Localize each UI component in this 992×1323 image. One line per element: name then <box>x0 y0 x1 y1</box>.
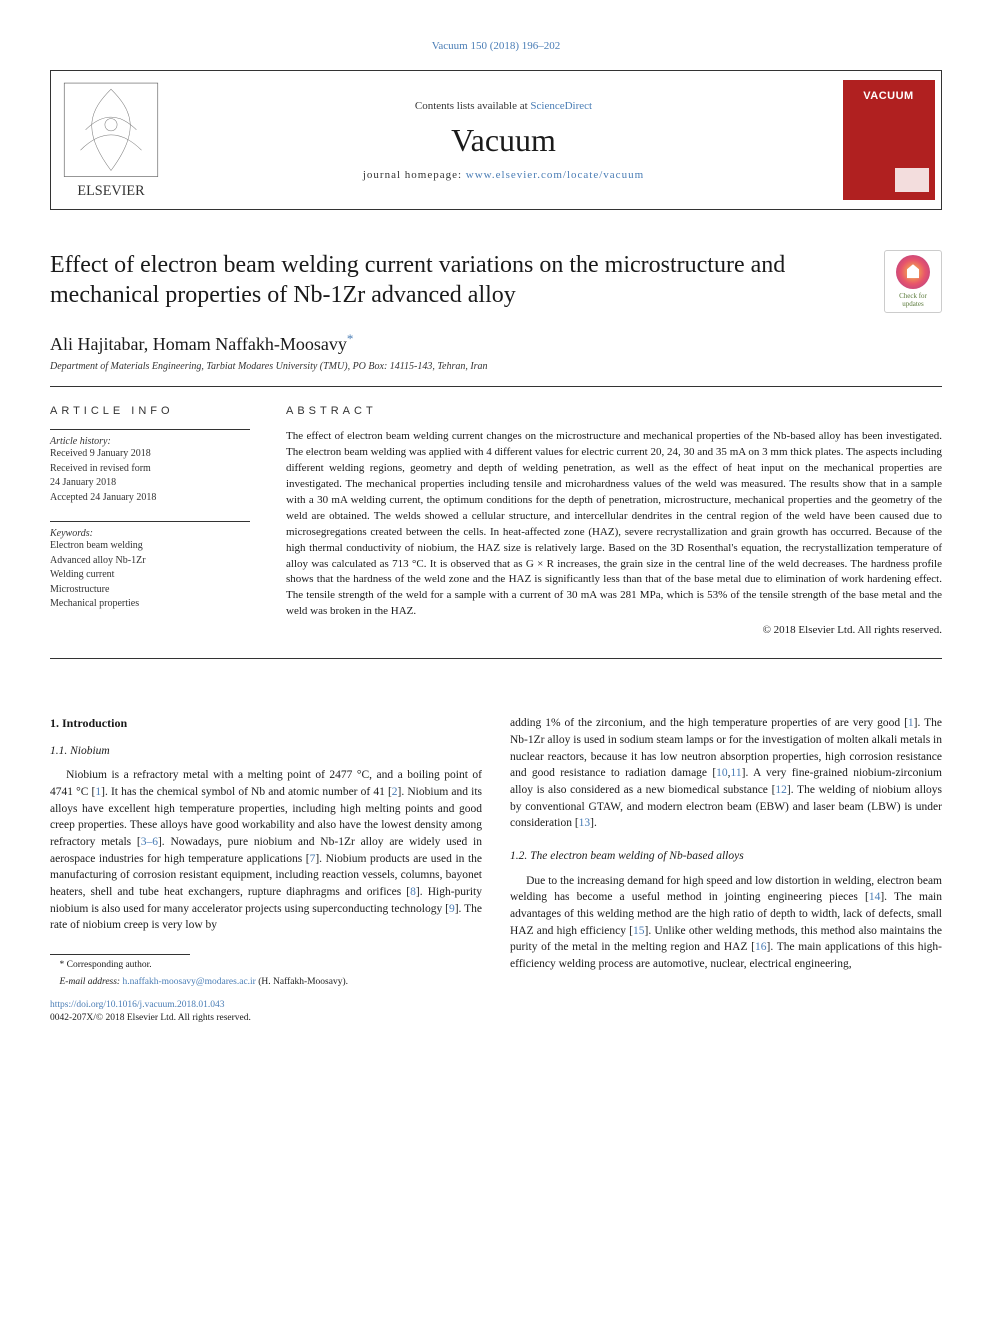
crossmark-icon <box>896 255 930 289</box>
article-title: Effect of electron beam welding current … <box>50 250 864 310</box>
citation-11[interactable]: 11 <box>731 767 742 779</box>
abstract-column: ABSTRACT The effect of electron beam wel… <box>286 405 942 636</box>
header-center: Contents lists available at ScienceDirec… <box>171 71 836 209</box>
contents-lists: Contents lists available at ScienceDirec… <box>415 100 592 112</box>
authors: Ali Hajitabar, Homam Naffakh-Moosavy* <box>50 331 942 355</box>
section-1-1-heading: 1.1. Niobium <box>50 743 482 760</box>
section-1-1-para-left: Niobium is a refractory metal with a mel… <box>50 767 482 934</box>
cover-label: VACUUM <box>863 90 913 102</box>
issn-copyright: 0042-207X/© 2018 Elsevier Ltd. All right… <box>50 1012 482 1026</box>
citation-10[interactable]: 10 <box>716 767 728 779</box>
abstract-copyright: © 2018 Elsevier Ltd. All rights reserved… <box>286 624 942 636</box>
journal-name: Vacuum <box>451 122 556 159</box>
keyword: Microstructure <box>50 583 250 598</box>
check-for-updates-badge[interactable]: Check for updates <box>884 250 942 313</box>
sciencedirect-link[interactable]: ScienceDirect <box>530 100 592 112</box>
footnote-separator <box>50 954 190 955</box>
citation-15[interactable]: 15 <box>633 925 645 937</box>
homepage-prefix: journal homepage: <box>363 169 466 181</box>
email-address[interactable]: h.naffakh-moosavy@modares.ac.ir <box>122 977 255 987</box>
abstract-text: The effect of electron beam welding curr… <box>286 429 942 620</box>
citation-13[interactable]: 13 <box>579 817 591 829</box>
elsevier-text: ELSEVIER <box>77 183 145 199</box>
cover-thumbnail: VACUUM <box>843 80 935 200</box>
history-revised-b: 24 January 2018 <box>50 476 250 491</box>
abstract-heading: ABSTRACT <box>286 405 942 417</box>
history-received: Received 9 January 2018 <box>50 447 250 462</box>
keyword: Advanced alloy Nb-1Zr <box>50 554 250 569</box>
article-info-heading: ARTICLE INFO <box>50 405 250 417</box>
citation-12[interactable]: 12 <box>775 784 787 796</box>
cover-thumb-inset <box>895 168 929 192</box>
history-accepted: Accepted 24 January 2018 <box>50 491 250 506</box>
article-history-label: Article history: <box>50 429 250 447</box>
email-name: (H. Naffakh-Moosavy). <box>256 977 348 987</box>
elsevier-logo: ELSEVIER <box>51 71 171 209</box>
section-1-2-para: Due to the increasing demand for high sp… <box>510 873 942 973</box>
keywords-list: Electron beam welding Advanced alloy Nb-… <box>50 539 250 612</box>
corresponding-author-note: * Corresponding author. <box>50 959 482 972</box>
journal-homepage: journal homepage: www.elsevier.com/locat… <box>363 169 644 181</box>
contents-prefix: Contents lists available at <box>415 100 530 112</box>
corresponding-marker: * <box>347 331 354 346</box>
doi-link[interactable]: https://doi.org/10.1016/j.vacuum.2018.01… <box>50 999 482 1013</box>
citation-16[interactable]: 16 <box>755 941 767 953</box>
keywords-label: Keywords: <box>50 521 250 539</box>
journal-header-box: ELSEVIER Contents lists available at Sci… <box>50 70 942 210</box>
keyword: Electron beam welding <box>50 539 250 554</box>
email-line: E-mail address: h.naffakh-moosavy@modare… <box>50 976 482 989</box>
author-names: Ali Hajitabar, Homam Naffakh-Moosavy <box>50 334 347 354</box>
journal-cover: VACUUM <box>836 71 941 209</box>
citation-14[interactable]: 14 <box>869 891 881 903</box>
article-history-dates: Received 9 January 2018 Received in revi… <box>50 447 250 505</box>
keyword: Mechanical properties <box>50 597 250 612</box>
history-revised-a: Received in revised form <box>50 462 250 477</box>
section-1-heading: 1. Introduction <box>50 715 482 732</box>
keyword: Welding current <box>50 568 250 583</box>
citation-3-6[interactable]: 3–6 <box>141 836 158 848</box>
section-1-2-heading: 1.2. The electron beam welding of Nb-bas… <box>510 848 942 865</box>
affiliation: Department of Materials Engineering, Tar… <box>50 361 942 387</box>
journal-reference: Vacuum 150 (2018) 196–202 <box>50 40 942 52</box>
article-info-column: ARTICLE INFO Article history: Received 9… <box>50 405 250 636</box>
body-columns: 1. Introduction 1.1. Niobium Niobium is … <box>50 715 942 1026</box>
email-label: E-mail address: <box>60 977 123 987</box>
section-1-1-para-right: adding 1% of the zirconium, and the high… <box>510 715 942 832</box>
check-updates-label: Check for updates <box>899 292 927 308</box>
homepage-link[interactable]: www.elsevier.com/locate/vacuum <box>466 169 644 181</box>
